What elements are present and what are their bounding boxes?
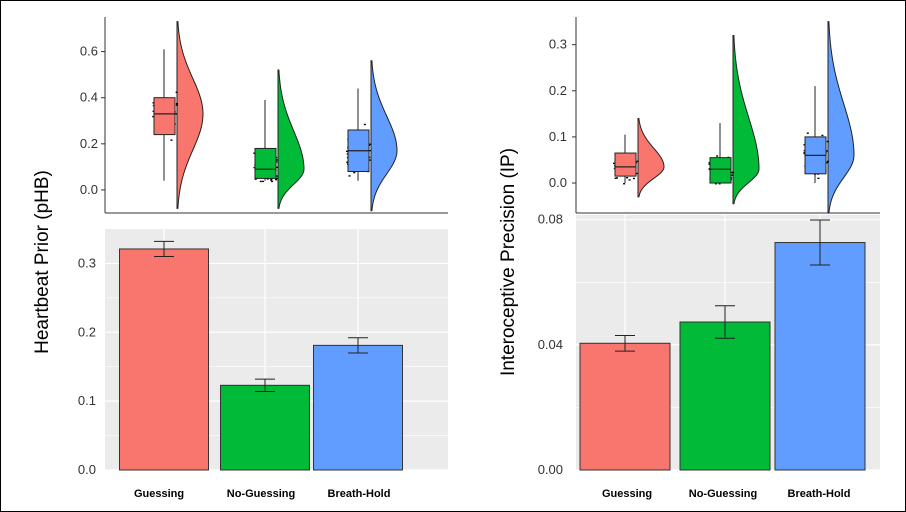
left-top-point-no-guessing bbox=[262, 180, 265, 183]
right-top-y-tick-label: 0.2 bbox=[549, 83, 567, 98]
right-top-point-guessing bbox=[623, 183, 626, 185]
left-x-tick-breath-hold: Breath-Hold bbox=[328, 488, 391, 500]
left-top-point-breath-hold bbox=[348, 175, 351, 177]
left-x-tick-guessing: Guessing bbox=[134, 488, 184, 500]
right-top-box-guessing bbox=[614, 152, 637, 177]
right-top-point-guessing bbox=[615, 177, 618, 179]
left-top-y-tick-label: 0.0 bbox=[80, 182, 98, 197]
right-top-point-no-guessing bbox=[714, 183, 717, 185]
left-top-point-guessing bbox=[152, 115, 155, 118]
left-top-point-guessing bbox=[175, 104, 178, 106]
right-top-point-no-guessing bbox=[731, 171, 734, 174]
left-bottom-bar-breath-hold bbox=[313, 344, 403, 471]
right-top-point-breath-hold bbox=[803, 144, 806, 146]
left-x-tick-no-guessing: No-Guessing bbox=[227, 488, 295, 500]
right-x-tick-guessing: Guessing bbox=[602, 488, 652, 500]
right-top-point-breath-hold bbox=[826, 140, 829, 143]
left-top-point-guessing bbox=[170, 139, 173, 141]
left-top-point-no-guessing bbox=[275, 178, 278, 181]
left-top-y-tick-label: 0.6 bbox=[80, 44, 98, 59]
right-bottom-y-tick-label: 0.08 bbox=[538, 212, 563, 227]
right-top-y-tick-label: 0.3 bbox=[549, 37, 567, 52]
right-top-point-guessing bbox=[632, 177, 635, 180]
left-bottom-y-tick-label: 0.2 bbox=[78, 324, 96, 339]
right-top-point-guessing bbox=[628, 179, 631, 181]
right-bottom-bar-no-guessing bbox=[679, 321, 771, 471]
right-top-box-no-guessing bbox=[709, 157, 732, 184]
left-y-axis-label: Heartbeat Prior (pHB) bbox=[32, 170, 53, 354]
right-top-point-no-guessing bbox=[731, 174, 734, 176]
right-top-point-guessing bbox=[614, 177, 617, 179]
left-top-density-no-guessing bbox=[277, 69, 305, 209]
left-bottom-y-tick-label: 0.3 bbox=[78, 255, 96, 270]
right-top-point-guessing bbox=[635, 172, 638, 175]
right-top-point-breath-hold bbox=[821, 134, 824, 137]
right-raincloud-panel: 0.0 0.1 0.2 0.3 bbox=[549, 17, 880, 214]
right-bottom-bar-breath-hold bbox=[774, 242, 866, 471]
left-top-point-no-guessing bbox=[266, 178, 269, 180]
left-top-point-no-guessing bbox=[271, 180, 274, 183]
left-top-point-no-guessing bbox=[270, 178, 273, 181]
left-top-box-no-guessing bbox=[254, 147, 277, 179]
right-bottom-y-tick-label: 0.00 bbox=[538, 462, 563, 477]
right-top-density-guessing bbox=[637, 117, 665, 198]
left-bottom-bar-no-guessing bbox=[220, 384, 310, 471]
right-top-point-no-guessing bbox=[718, 183, 721, 185]
left-top-density-guessing bbox=[176, 21, 204, 209]
right-top-point-breath-hold bbox=[806, 132, 809, 134]
right-bottom-y-tick-label: 0.04 bbox=[538, 337, 563, 352]
right-top-point-breath-hold bbox=[817, 177, 820, 180]
left-top-point-no-guessing bbox=[253, 152, 256, 154]
left-top-point-guessing bbox=[175, 113, 178, 115]
right-top-point-no-guessing bbox=[716, 155, 719, 157]
right-x-tick-no-guessing: No-Guessing bbox=[689, 488, 757, 500]
left-bar-panel: 0.0 0.1 0.2 0.3 bbox=[78, 229, 448, 477]
left-bottom-y-tick-label: 0.1 bbox=[78, 393, 96, 408]
left-top-point-breath-hold bbox=[346, 150, 349, 153]
right-top-point-guessing bbox=[613, 162, 616, 165]
left-top-y-tick-label: 0.2 bbox=[80, 136, 98, 151]
right-top-point-no-guessing bbox=[708, 163, 711, 165]
left-top-point-guessing bbox=[175, 91, 178, 94]
left-top-point-breath-hold bbox=[369, 143, 372, 145]
left-top-point-guessing bbox=[152, 102, 155, 104]
left-top-point-no-guessing bbox=[254, 178, 257, 180]
left-top-point-no-guessing bbox=[276, 166, 279, 169]
left-top-density-breath-hold bbox=[370, 60, 398, 212]
left-top-point-no-guessing bbox=[253, 166, 256, 169]
right-top-point-breath-hold bbox=[826, 160, 829, 163]
right-top-density-breath-hold bbox=[827, 21, 855, 214]
left-top-point-breath-hold bbox=[363, 123, 366, 126]
right-bottom-bar-guessing bbox=[579, 342, 671, 471]
right-bar-panel: 0.00 0.04 0.08 bbox=[538, 212, 880, 477]
right-top-point-breath-hold bbox=[803, 152, 806, 154]
left-top-box-guessing bbox=[153, 97, 176, 136]
left-raincloud-panel: 0.0 0.2 0.4 0.6 bbox=[80, 17, 448, 214]
left-top-y-tick-label: 0.4 bbox=[80, 90, 98, 105]
right-x-tick-breath-hold: Breath-Hold bbox=[788, 488, 851, 500]
left-top-point-guessing bbox=[175, 102, 178, 105]
right-top-point-breath-hold bbox=[826, 161, 829, 164]
right-y-axis-label: Interoceptive Precision (IP) bbox=[498, 148, 519, 376]
right-top-y-tick-label: 0.0 bbox=[549, 175, 567, 190]
left-top-point-breath-hold bbox=[353, 171, 356, 174]
left-bottom-y-tick-label: 0.0 bbox=[78, 462, 96, 477]
left-bottom-bar-guessing bbox=[119, 248, 209, 471]
left-top-point-breath-hold bbox=[368, 159, 371, 161]
left-top-point-breath-hold bbox=[368, 149, 371, 152]
right-top-point-guessing bbox=[636, 160, 639, 163]
left-top-point-no-guessing bbox=[259, 180, 262, 183]
left-top-point-no-guessing bbox=[276, 159, 279, 161]
right-top-point-guessing bbox=[626, 177, 629, 179]
right-top-y-tick-label: 0.1 bbox=[549, 129, 567, 144]
right-top-density-no-guessing bbox=[732, 34, 760, 205]
